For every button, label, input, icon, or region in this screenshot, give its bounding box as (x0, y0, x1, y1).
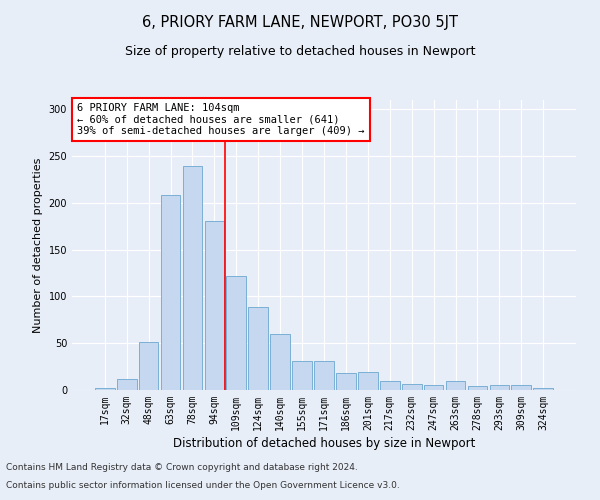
Bar (248, 306, 268, 390)
Bar (117, 379, 137, 390)
X-axis label: Distribution of detached houses by size in Newport: Distribution of detached houses by size … (173, 437, 475, 450)
Bar (161, 196, 181, 390)
Text: Contains public sector information licensed under the Open Government Licence v3: Contains public sector information licen… (6, 481, 400, 490)
Bar (467, 386, 487, 390)
Bar (511, 386, 531, 390)
Bar (490, 386, 509, 390)
Text: 6 PRIORY FARM LANE: 104sqm
← 60% of detached houses are smaller (641)
39% of sem: 6 PRIORY FARM LANE: 104sqm ← 60% of deta… (77, 103, 365, 136)
Bar (314, 361, 334, 390)
Y-axis label: Number of detached properties: Number of detached properties (33, 158, 43, 332)
Bar (182, 166, 202, 390)
Bar (205, 220, 224, 390)
Bar (139, 342, 158, 390)
Text: 6, PRIORY FARM LANE, NEWPORT, PO30 5JT: 6, PRIORY FARM LANE, NEWPORT, PO30 5JT (142, 15, 458, 30)
Bar (292, 361, 312, 390)
Bar (270, 334, 290, 390)
Text: Size of property relative to detached houses in Newport: Size of property relative to detached ho… (125, 45, 475, 58)
Bar (446, 380, 466, 390)
Bar (533, 388, 553, 390)
Bar (380, 380, 400, 390)
Bar (424, 386, 443, 390)
Bar (358, 372, 378, 390)
Bar (95, 388, 115, 390)
Text: Contains HM Land Registry data © Crown copyright and database right 2024.: Contains HM Land Registry data © Crown c… (6, 464, 358, 472)
Bar (402, 384, 422, 390)
Bar (336, 373, 356, 390)
Bar (226, 276, 246, 390)
